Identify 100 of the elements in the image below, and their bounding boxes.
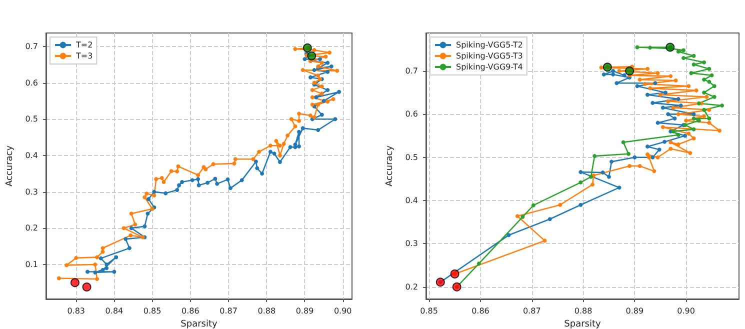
point (702, 114, 706, 118)
y-tick-label: 0.3 (405, 239, 418, 248)
point (602, 72, 606, 76)
point (666, 112, 670, 116)
point (696, 118, 701, 123)
x-tick-label: 0.85 (143, 306, 162, 316)
point (628, 164, 632, 168)
point (696, 101, 701, 106)
point (450, 269, 460, 278)
point (692, 112, 696, 116)
point (668, 74, 673, 78)
x-tick-label: 0.87 (220, 306, 238, 316)
point (625, 66, 634, 76)
point (658, 92, 662, 97)
x-tick-label: 0.89 (626, 306, 644, 316)
point (542, 238, 547, 243)
point (683, 134, 688, 138)
point (653, 81, 658, 86)
x-tick-label: 0.84 (105, 306, 124, 316)
point (702, 78, 706, 82)
x-tick-label: 0.83 (67, 306, 86, 316)
point (707, 66, 712, 71)
legend-label: Spiking-VGG9-T4 (456, 62, 523, 72)
point (578, 180, 583, 184)
point (635, 45, 640, 50)
point (678, 104, 683, 108)
y-tick-label: 0.4 (405, 196, 418, 206)
x-tick-label: 0.86 (472, 306, 490, 316)
y-tick-label: 0.2 (25, 224, 38, 233)
point (681, 48, 686, 52)
y-tick-label: 0.6 (25, 78, 38, 88)
point (650, 100, 655, 105)
legend-label: T=2 (75, 40, 93, 50)
point (548, 217, 552, 222)
point (686, 132, 691, 136)
point (602, 62, 612, 72)
point (520, 214, 525, 219)
x-tick-label: 0.85 (420, 306, 438, 316)
point (720, 104, 724, 108)
x-tick-label: 0.89 (296, 306, 314, 316)
y-tick-label: 0.1 (25, 260, 38, 269)
x-tick-label: 0.90 (334, 306, 352, 316)
legend-label: Spiking-VGG5-T2 (456, 40, 523, 50)
point (632, 155, 637, 160)
y-tick-label: 0.5 (405, 152, 418, 162)
y-tick-label: 0.4 (25, 150, 38, 160)
point (646, 152, 650, 156)
y-tick-label: 0.7 (25, 42, 38, 51)
point (614, 81, 619, 86)
point (702, 108, 706, 112)
y-tick-label: 0.2 (405, 282, 418, 292)
point (656, 120, 660, 125)
point (656, 155, 660, 160)
point (692, 127, 696, 132)
point (692, 62, 696, 67)
point (70, 278, 80, 288)
y-tick-label: 0.6 (405, 110, 418, 119)
point (686, 84, 691, 88)
point (672, 116, 677, 120)
point (648, 46, 652, 50)
point (717, 128, 722, 133)
point (707, 108, 712, 112)
x-axis-title: Sparsity (180, 319, 218, 329)
point (674, 78, 678, 82)
point (588, 174, 593, 179)
point (436, 278, 445, 287)
point (676, 142, 680, 146)
point (712, 94, 716, 99)
point (656, 71, 660, 76)
point (638, 78, 642, 82)
point (646, 66, 650, 71)
point (692, 116, 696, 120)
point (476, 262, 481, 266)
point (621, 140, 626, 144)
point (578, 170, 583, 174)
point (650, 155, 655, 160)
y-axis-title: Accuracy (384, 144, 395, 187)
point (681, 56, 686, 60)
point (712, 84, 716, 88)
point (702, 60, 706, 64)
point (704, 94, 709, 99)
point (676, 50, 680, 54)
point (662, 140, 666, 144)
point (307, 51, 316, 60)
x-tick-label: 0.90 (677, 306, 695, 316)
x-axis-title: Sparsity (564, 319, 602, 329)
point (666, 42, 675, 52)
point (657, 148, 662, 152)
x-tick-label: 0.88 (574, 306, 592, 316)
point (617, 186, 622, 190)
x-tick-label: 0.86 (182, 306, 200, 316)
point (590, 182, 595, 187)
point (688, 151, 692, 156)
point (622, 73, 626, 78)
point (668, 146, 673, 151)
point (531, 203, 536, 208)
point (694, 88, 698, 92)
point (611, 69, 616, 73)
x-tick-label: 0.88 (258, 306, 276, 316)
point (660, 125, 665, 130)
